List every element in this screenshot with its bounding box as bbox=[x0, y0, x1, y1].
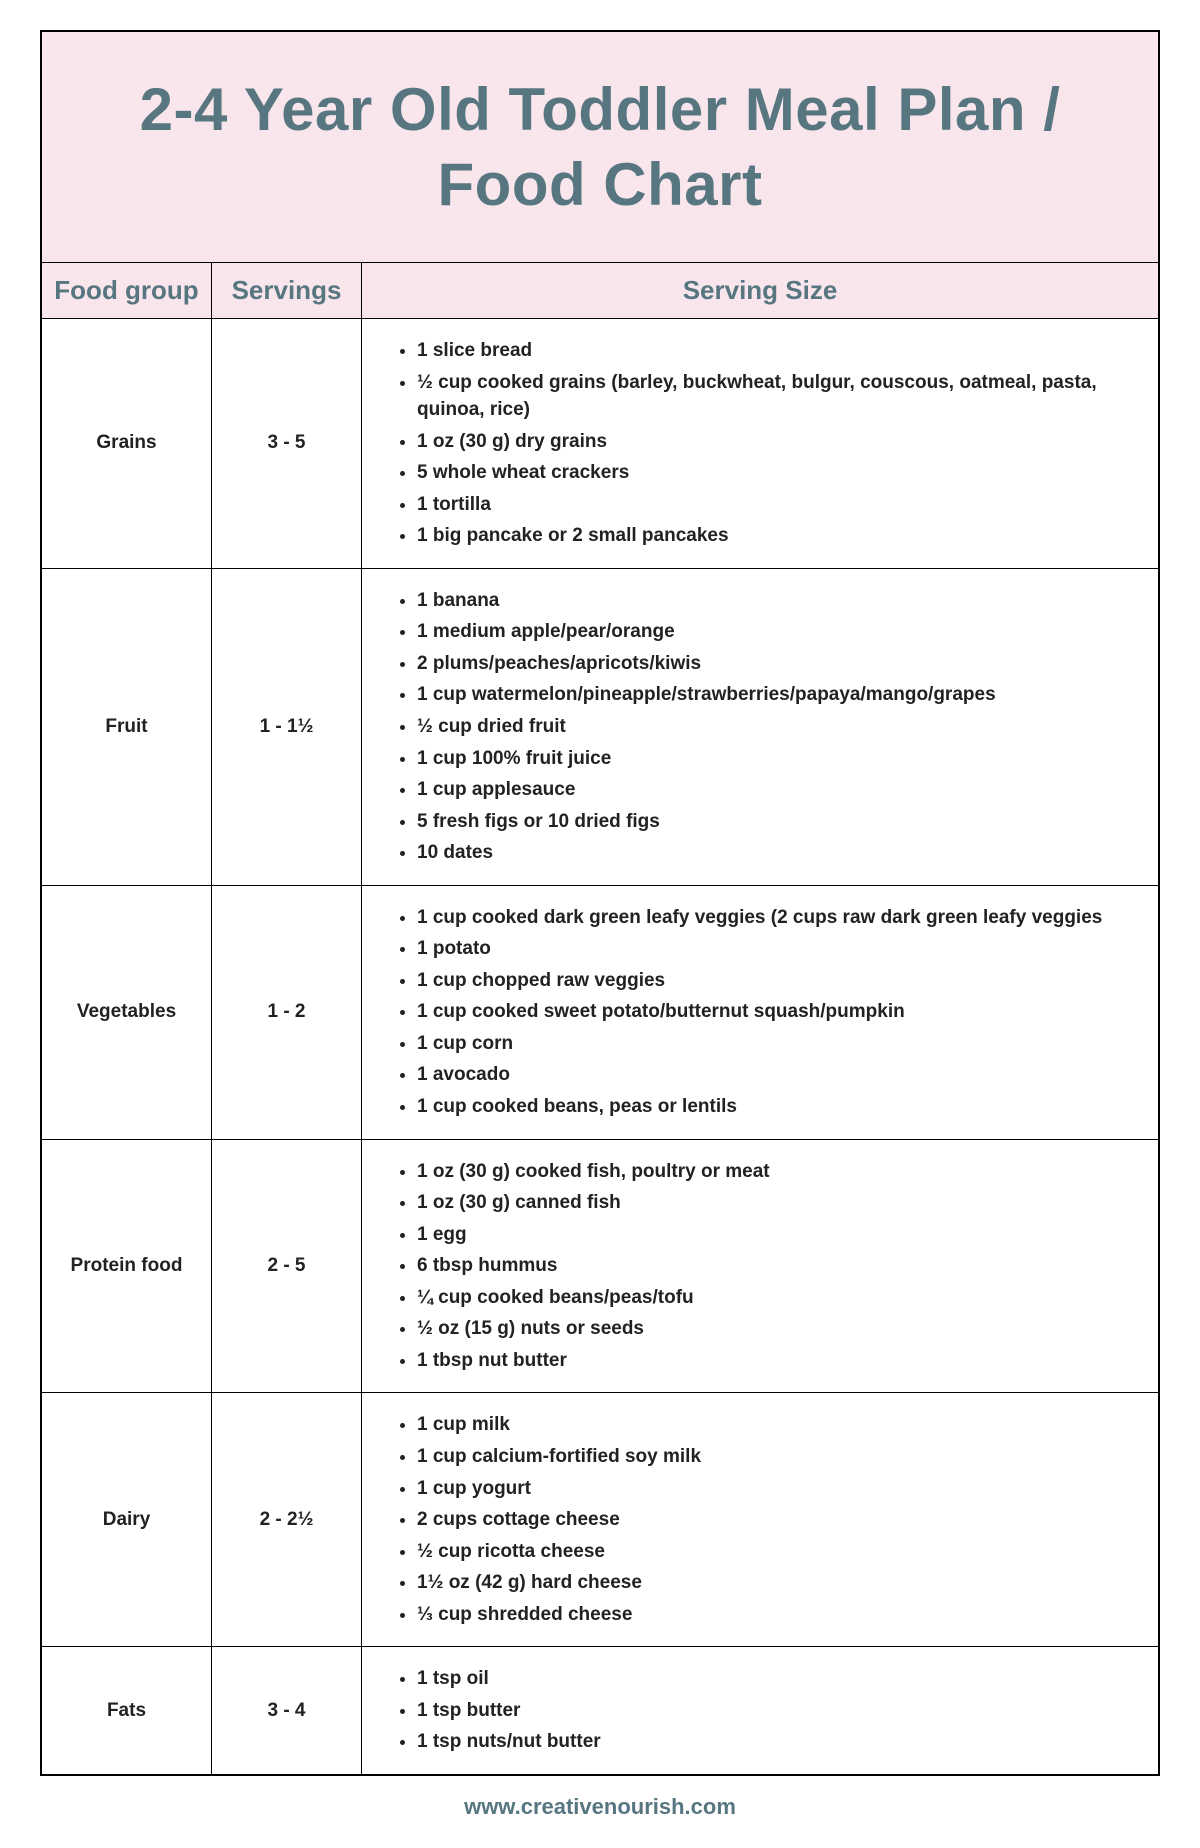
header-food-group: Food group bbox=[42, 263, 212, 318]
serving-size-cell: 1 banana 1 medium apple/pear/orange 2 plum… bbox=[362, 569, 1158, 885]
table-row: Protein food2 - 51 oz (30 g) cooked fish… bbox=[42, 1140, 1158, 1394]
serving-size-item: 1 cup corn bbox=[417, 1030, 1133, 1058]
table-row: Grains3 - 5 1 slice bread ½ cup cooked gr… bbox=[42, 319, 1158, 569]
serving-size-cell: 1 slice bread ½ cup cooked grains (barley… bbox=[362, 319, 1158, 568]
table-header-row: Food group Servings Serving Size bbox=[42, 262, 1158, 319]
serving-size-item: 1 oz (30 g) dry grains bbox=[417, 428, 1133, 456]
serving-size-item: 5 fresh figs or 10 dried figs bbox=[417, 808, 1133, 836]
serving-size-item: 1 medium apple/pear/orange bbox=[417, 618, 1133, 646]
servings-cell: 1 - 2 bbox=[212, 886, 362, 1139]
serving-size-item: ½ cup ricotta cheese bbox=[417, 1538, 1133, 1566]
table-row: Fats3 - 4 1 tsp oil 1 tsp butter 1 tsp nuts… bbox=[42, 1647, 1158, 1774]
serving-size-item: ½ oz (15 g) nuts or seeds bbox=[417, 1315, 1133, 1343]
serving-size-item: 1 cup calcium-fortified soy milk bbox=[417, 1443, 1133, 1471]
serving-size-cell: 1 tsp oil 1 tsp butter 1 tsp nuts/nut butt… bbox=[362, 1647, 1158, 1774]
serving-size-item: 2 cups cottage cheese bbox=[417, 1506, 1133, 1534]
serving-size-item: 1 cup chopped raw veggies bbox=[417, 967, 1133, 995]
food-group-cell: Fruit bbox=[42, 569, 212, 885]
serving-size-list: 1 cup milk 1 cup calcium-fortified soy mi… bbox=[397, 1411, 1133, 1628]
food-group-cell: Vegetables bbox=[42, 886, 212, 1139]
food-chart: 2-4 Year Old Toddler Meal Plan / Food Ch… bbox=[40, 30, 1160, 1776]
serving-size-item: 1 cup cooked sweet potato/butternut squa… bbox=[417, 998, 1133, 1026]
serving-size-item: ¼ cup cooked beans/peas/tofu bbox=[417, 1284, 1133, 1312]
servings-cell: 3 - 5 bbox=[212, 319, 362, 568]
serving-size-item: 1 slice bread bbox=[417, 337, 1133, 365]
serving-size-cell: 1 cup milk 1 cup calcium-fortified soy mi… bbox=[362, 1393, 1158, 1646]
serving-size-item: ½ cup cooked grains (barley, buckwheat, … bbox=[417, 369, 1133, 424]
servings-cell: 2 - 5 bbox=[212, 1140, 362, 1393]
serving-size-item: 6 tbsp hummus bbox=[417, 1252, 1133, 1280]
serving-size-item: 1 cup watermelon/pineapple/strawberries/… bbox=[417, 681, 1133, 709]
title-block: 2-4 Year Old Toddler Meal Plan / Food Ch… bbox=[42, 32, 1158, 262]
table-row: Vegetables1 - 2 1 cup cooked dark green l… bbox=[42, 886, 1158, 1140]
serving-size-item: 1 cup yogurt bbox=[417, 1475, 1133, 1503]
serving-size-item: 1 big pancake or 2 small pancakes bbox=[417, 522, 1133, 550]
serving-size-item: 1 cup 100% fruit juice bbox=[417, 745, 1133, 773]
serving-size-list: 1 banana 1 medium apple/pear/orange 2 plum… bbox=[397, 587, 1133, 867]
serving-size-item: 1 cup applesauce bbox=[417, 776, 1133, 804]
serving-size-list: 1 tsp oil 1 tsp butter 1 tsp nuts/nut butt… bbox=[397, 1665, 1133, 1756]
food-group-cell: Dairy bbox=[42, 1393, 212, 1646]
serving-size-item: 1 cup cooked beans, peas or lentils bbox=[417, 1093, 1133, 1121]
serving-size-item: 1 tbsp nut butter bbox=[417, 1347, 1133, 1375]
header-servings: Servings bbox=[212, 263, 362, 318]
serving-size-item: 1 potato bbox=[417, 935, 1133, 963]
serving-size-item: 1 avocado bbox=[417, 1061, 1133, 1089]
serving-size-item: 10 dates bbox=[417, 839, 1133, 867]
serving-size-list: 1 cup cooked dark green leafy veggies (2… bbox=[397, 904, 1133, 1121]
chart-title: 2-4 Year Old Toddler Meal Plan / Food Ch… bbox=[72, 72, 1128, 222]
food-group-cell: Protein food bbox=[42, 1140, 212, 1393]
serving-size-item: 1 tortilla bbox=[417, 491, 1133, 519]
servings-cell: 1 - 1½ bbox=[212, 569, 362, 885]
serving-size-cell: 1 cup cooked dark green leafy veggies (2… bbox=[362, 886, 1158, 1139]
footer-url: www.creativenourish.com bbox=[40, 1776, 1160, 1828]
serving-size-item: 1 cup milk bbox=[417, 1411, 1133, 1439]
serving-size-item: 1 tsp nuts/nut butter bbox=[417, 1728, 1133, 1756]
serving-size-item: 2 plums/peaches/apricots/kiwis bbox=[417, 650, 1133, 678]
serving-size-item: ½ cup dried fruit bbox=[417, 713, 1133, 741]
table-row: Fruit1 - 1½ 1 banana 1 medium apple/pear/o… bbox=[42, 569, 1158, 886]
food-group-cell: Fats bbox=[42, 1647, 212, 1774]
serving-size-item: 5 whole wheat crackers bbox=[417, 459, 1133, 487]
serving-size-item: 1 cup cooked dark green leafy veggies (2… bbox=[417, 904, 1133, 932]
header-serving-size: Serving Size bbox=[362, 263, 1158, 318]
serving-size-item: 1 tsp butter bbox=[417, 1697, 1133, 1725]
servings-cell: 3 - 4 bbox=[212, 1647, 362, 1774]
serving-size-list: 1 slice bread ½ cup cooked grains (barley… bbox=[397, 337, 1133, 550]
table-row: Dairy2 - 2½ 1 cup milk 1 cup calcium-forti… bbox=[42, 1393, 1158, 1647]
servings-cell: 2 - 2½ bbox=[212, 1393, 362, 1646]
serving-size-cell: 1 oz (30 g) cooked fish, poultry or meat… bbox=[362, 1140, 1158, 1393]
table-body: Grains3 - 5 1 slice bread ½ cup cooked gr… bbox=[42, 319, 1158, 1774]
serving-size-list: 1 oz (30 g) cooked fish, poultry or meat… bbox=[397, 1158, 1133, 1375]
serving-size-item: 1 banana bbox=[417, 587, 1133, 615]
serving-size-item: 1 egg bbox=[417, 1221, 1133, 1249]
serving-size-item: ⅓ cup shredded cheese bbox=[417, 1601, 1133, 1629]
serving-size-item: 1½ oz (42 g) hard cheese bbox=[417, 1569, 1133, 1597]
serving-size-item: 1 oz (30 g) cooked fish, poultry or meat bbox=[417, 1158, 1133, 1186]
serving-size-item: 1 tsp oil bbox=[417, 1665, 1133, 1693]
serving-size-item: 1 oz (30 g) canned fish bbox=[417, 1189, 1133, 1217]
food-group-cell: Grains bbox=[42, 319, 212, 568]
